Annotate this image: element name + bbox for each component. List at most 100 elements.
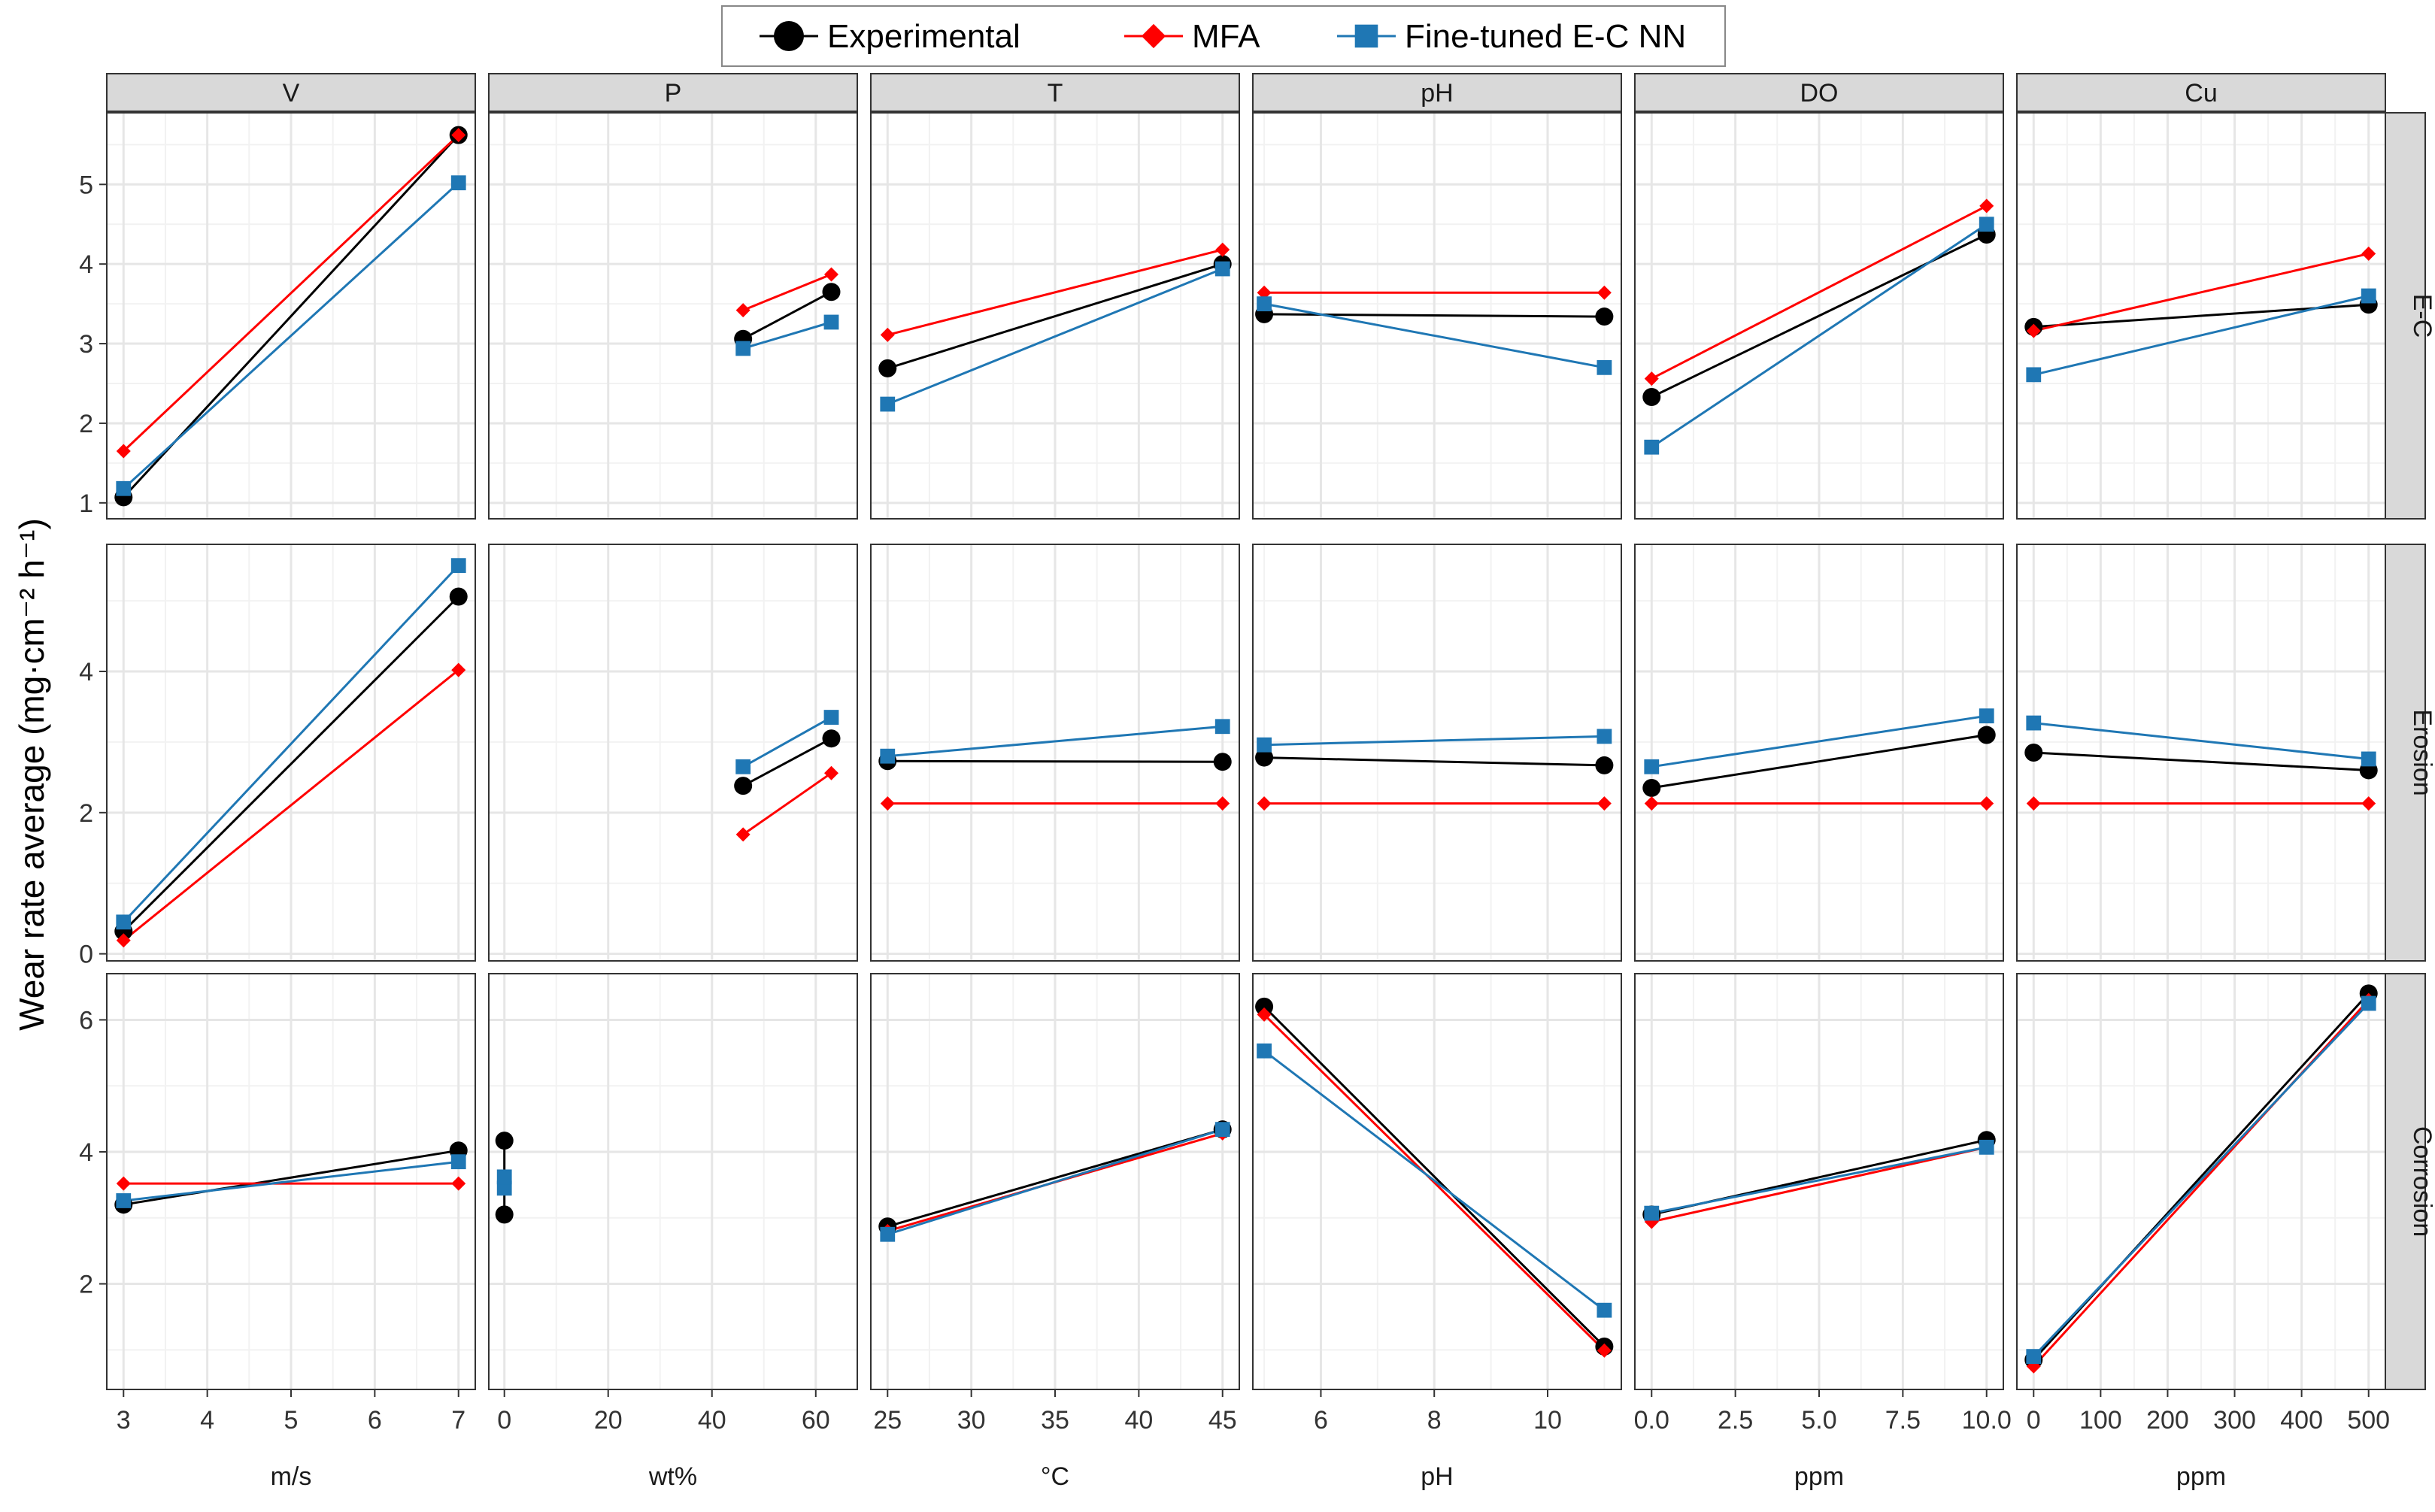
- x-tick-label: 0: [2027, 1406, 2041, 1435]
- panel-corrosion-t: [870, 973, 1240, 1390]
- point-fine-tuned-e-c-nn: [880, 748, 896, 764]
- y-tick-label: 2: [79, 799, 93, 828]
- point-fine-tuned-e-c-nn: [2026, 367, 2042, 383]
- panel-corrosion-do: [1634, 973, 2004, 1390]
- panel-e-c-cu: [2016, 112, 2386, 520]
- y-tick-label: 2: [79, 410, 93, 438]
- x-axis-unit-ph: pH: [1421, 1462, 1453, 1491]
- panel-erosion-p: [488, 544, 858, 962]
- legend: Experimental MFA Fine-tuned E-C NN: [721, 5, 1726, 67]
- x-tick-label: 3: [117, 1406, 131, 1435]
- y-tick-label: 4: [79, 250, 93, 279]
- series-line-fine-tuned-e-c-nn: [1263, 302, 1605, 369]
- series-line-fine-tuned-e-c-nn: [123, 182, 459, 489]
- x-tick-label: 40: [1124, 1406, 1153, 1435]
- x-tick-label: 500: [2347, 1406, 2390, 1435]
- x-tick-label: 10.0: [1962, 1406, 2012, 1435]
- point-fine-tuned-e-c-nn: [1257, 737, 1272, 753]
- point-fine-tuned-e-c-nn: [823, 710, 839, 725]
- point-fine-tuned-e-c-nn: [1214, 1122, 1230, 1138]
- x-tick-label: 20: [594, 1406, 623, 1435]
- point-fine-tuned-e-c-nn: [116, 1193, 132, 1208]
- point-mfa: [1597, 796, 1612, 811]
- point-fine-tuned-e-c-nn: [1644, 759, 1660, 774]
- x-tick-label: 7.5: [1885, 1406, 1921, 1435]
- point-fine-tuned-e-c-nn: [450, 175, 466, 191]
- point-mfa: [880, 327, 895, 342]
- point-experimental: [734, 777, 753, 795]
- point-mfa: [735, 827, 751, 842]
- point-mfa: [1979, 796, 1994, 811]
- x-tick-label: 6: [368, 1406, 382, 1435]
- point-experimental: [1255, 748, 1274, 767]
- panel-e-c-p: [488, 112, 858, 520]
- point-mfa: [823, 765, 838, 780]
- point-experimental: [1642, 778, 1661, 797]
- strip-label-e-c: E-C: [2408, 294, 2435, 338]
- series-line-fine-tuned-e-c-nn: [1651, 714, 1987, 768]
- panel-corrosion-v: [106, 973, 476, 1390]
- strip-cu: [2016, 73, 2386, 112]
- panel-border: [106, 973, 476, 1390]
- series-line-experimental: [887, 759, 1223, 763]
- point-experimental: [2024, 744, 2043, 762]
- y-tick-label: 5: [79, 171, 93, 199]
- point-fine-tuned-e-c-nn: [1257, 296, 1272, 312]
- panel-background: [489, 974, 857, 1389]
- series-line-experimental: [123, 595, 459, 932]
- strip-label-corrosion: Corrosion: [2408, 1126, 2435, 1237]
- y-tick-label: 1: [79, 489, 93, 518]
- point-fine-tuned-e-c-nn: [496, 1180, 512, 1196]
- point-mfa: [735, 303, 751, 318]
- point-fine-tuned-e-c-nn: [1257, 1043, 1272, 1059]
- series-line-fine-tuned-e-c-nn: [887, 725, 1223, 758]
- panel-border: [1634, 112, 2004, 520]
- series-line-fine-tuned-e-c-nn: [123, 1160, 459, 1202]
- point-experimental: [1255, 997, 1274, 1016]
- y-tick-label: 4: [79, 1138, 93, 1167]
- point-fine-tuned-e-c-nn: [450, 1154, 466, 1170]
- series-line-fine-tuned-e-c-nn: [2033, 722, 2369, 760]
- point-experimental: [495, 1205, 514, 1224]
- series-line-fine-tuned-e-c-nn: [742, 716, 832, 768]
- series-line-fine-tuned-e-c-nn: [1263, 1050, 1606, 1311]
- x-axis-unit-t: °C: [1041, 1462, 1069, 1491]
- series-line-mfa: [1263, 1014, 1606, 1352]
- series-line-fine-tuned-e-c-nn: [2033, 1002, 2370, 1358]
- series-line-experimental: [1263, 1005, 1606, 1347]
- point-experimental: [1595, 756, 1614, 774]
- strip-ph: [1252, 73, 1622, 112]
- point-fine-tuned-e-c-nn: [880, 1226, 896, 1242]
- strip-v: [106, 73, 476, 112]
- panel-e-c-v: [106, 112, 476, 520]
- point-fine-tuned-e-c-nn: [1979, 708, 1994, 724]
- x-axis-unit-do: ppm: [1794, 1462, 1844, 1491]
- x-tick-label: 7: [451, 1406, 465, 1435]
- x-tick-label: 0: [497, 1406, 511, 1435]
- panel-erosion-ph: [1252, 544, 1622, 962]
- point-fine-tuned-e-c-nn: [1214, 261, 1230, 277]
- point-mfa: [880, 796, 895, 811]
- panel-border: [870, 544, 1240, 962]
- panel-e-c-ph: [1252, 112, 1622, 520]
- strip-label-do: DO: [1800, 79, 1839, 108]
- panel-border: [2016, 112, 2386, 520]
- point-fine-tuned-e-c-nn: [1644, 439, 1660, 455]
- panel-border: [2016, 973, 2386, 1390]
- point-experimental: [822, 729, 841, 748]
- point-fine-tuned-e-c-nn: [2026, 1349, 2042, 1365]
- panel-corrosion-p: [488, 973, 858, 1390]
- point-fine-tuned-e-c-nn: [823, 314, 839, 330]
- panel-e-c-do: [1634, 112, 2004, 520]
- panel-erosion-v: [106, 544, 476, 962]
- panel-e-c-t: [870, 112, 1240, 520]
- x-tick-label: 5: [284, 1406, 299, 1435]
- series-line-fine-tuned-e-c-nn: [887, 1128, 1224, 1236]
- panel-border: [2016, 544, 2386, 962]
- x-tick-label: 2.5: [1718, 1406, 1753, 1435]
- point-fine-tuned-e-c-nn: [116, 480, 132, 496]
- series-line-experimental: [742, 737, 832, 787]
- y-tick-label: 0: [79, 941, 93, 969]
- series-line-fine-tuned-e-c-nn: [2033, 295, 2370, 376]
- point-mfa: [2361, 246, 2376, 261]
